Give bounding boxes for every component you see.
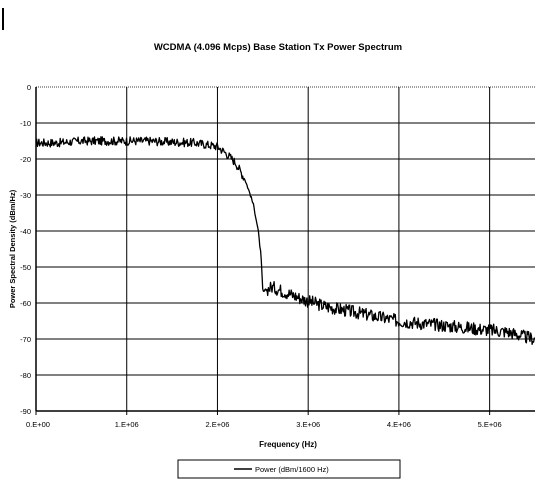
x-axis-label: Frequency (Hz) [259, 440, 317, 449]
y-tick-label: -70 [20, 335, 31, 344]
legend: Power (dBm/1600 Hz) [177, 459, 401, 479]
x-tick-label: 5.E+06 [478, 420, 502, 429]
x-tick-label: 3.E+06 [296, 420, 320, 429]
y-tick-label: -20 [20, 155, 31, 164]
y-tick-label: -30 [20, 191, 31, 200]
y-tick-label: 0 [27, 83, 31, 92]
power-series-line [35, 136, 535, 345]
y-tick-label: -50 [20, 263, 31, 272]
y-tick-label: -60 [20, 299, 31, 308]
x-tick-label: 4.E+06 [387, 420, 411, 429]
y-tick-label: -40 [20, 227, 31, 236]
x-tick-label: 0.E+00 [26, 420, 50, 429]
plot-area [36, 87, 535, 411]
legend-box [177, 459, 401, 479]
y-tick-labels: 0 -10 -20 -30 -40 -50 -60 -70 -80 -90 [20, 83, 31, 416]
x-tick-label: 1.E+06 [115, 420, 139, 429]
y-tick-label: -90 [20, 407, 31, 416]
y-tick-label: -10 [20, 119, 31, 128]
legend-label: Power (dBm/1600 Hz) [255, 465, 329, 474]
cropped-edge-mark [2, 8, 10, 30]
x-tick-label: 2.E+06 [205, 420, 229, 429]
chart-title: WCDMA (4.096 Mcps) Base Station Tx Power… [154, 42, 402, 53]
x-tick-labels: 0.E+00 1.E+06 2.E+06 3.E+06 4.E+06 5.E+06 [26, 420, 502, 429]
y-tick-label: -80 [20, 371, 31, 380]
y-axis-label: Power Spectral Density (dBm/Hz) [8, 189, 17, 308]
